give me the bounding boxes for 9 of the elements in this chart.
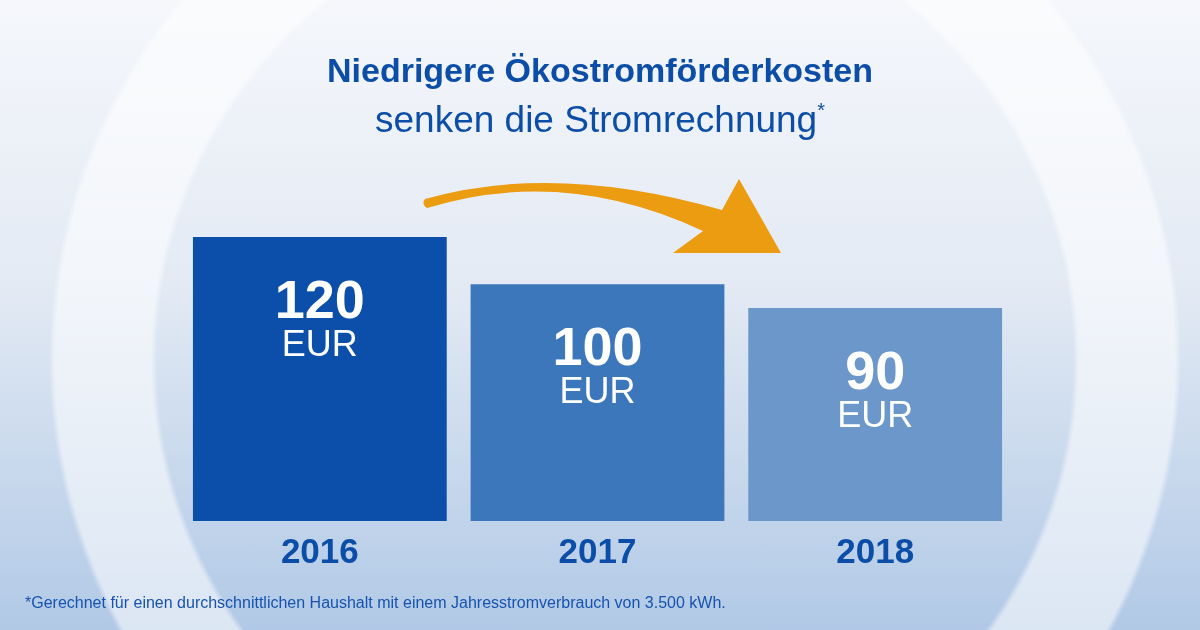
data-label: 120 EUR xyxy=(274,269,365,364)
data-label: 90 EUR xyxy=(837,340,914,435)
chart-title: Niedrigere Ökostromförderkosten xyxy=(326,50,874,90)
x-tick-label: 2018 xyxy=(836,531,915,570)
chart-subtitle: senken die Stromrechnung$^{*}$ xyxy=(374,98,826,142)
data-label: 100 EUR xyxy=(552,316,643,411)
x-tick-label: 2017 xyxy=(558,531,637,570)
x-tick-label: 2016 xyxy=(280,531,359,570)
text: *Gerechnet für einen durchschnittlichen Haushalt mit einem Jahresstromverbrauch von 3.500 kWh. xyxy=(25,593,726,613)
